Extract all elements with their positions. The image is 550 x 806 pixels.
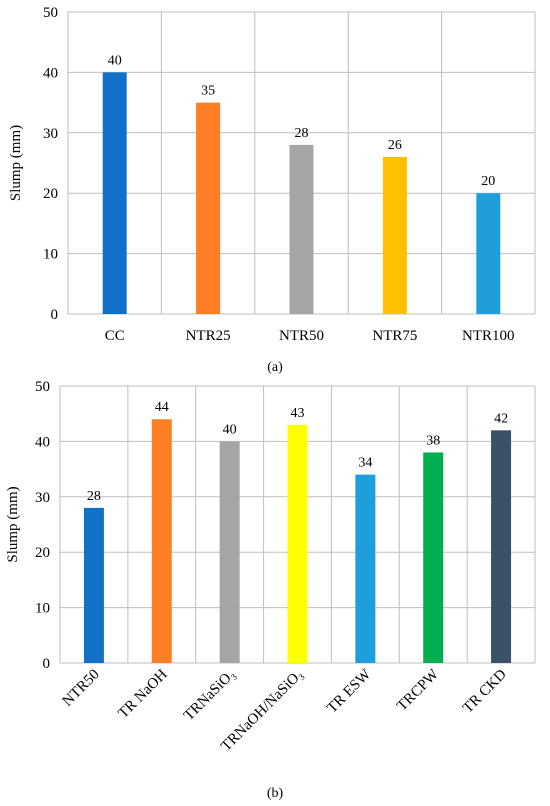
data-label: 44 <box>155 400 169 415</box>
x-tick-label: CC <box>105 328 125 344</box>
y-tick-label: 50 <box>43 5 58 21</box>
y-tick-label: 20 <box>43 186 58 202</box>
bar <box>476 193 501 314</box>
x-tick-label: NTR25 <box>186 328 231 344</box>
data-label: 20 <box>481 174 495 189</box>
y-tick-label: 50 <box>35 379 50 395</box>
data-label: 42 <box>494 411 508 426</box>
bar <box>196 102 221 314</box>
y-tick-label: 40 <box>35 434 50 450</box>
data-label: 38 <box>426 433 440 448</box>
caption-b: (b) <box>267 786 284 801</box>
x-tick-label: TR NaOH <box>115 666 170 721</box>
chart-a: 0 10 20 30 40 50 40 CC 35 NTR25 28 NTR50 26 NTR75 20 NT… <box>8 5 536 344</box>
bar <box>151 419 172 663</box>
bar <box>355 474 376 663</box>
y-tick-label: 10 <box>43 247 58 263</box>
data-label: 35 <box>201 84 215 99</box>
data-label: 28 <box>295 126 309 141</box>
x-tick-label: NTR50 <box>279 328 324 344</box>
y-tick-label: 40 <box>43 65 58 81</box>
data-label: 34 <box>358 456 372 471</box>
bar <box>491 430 512 663</box>
bar <box>287 424 308 663</box>
y-tick-label: 20 <box>35 545 50 561</box>
data-label: 26 <box>388 138 402 153</box>
x-tick-label: NTR100 <box>462 328 515 344</box>
y-tick-label: 30 <box>35 490 50 506</box>
chart-b: 0 10 20 30 40 50 28 NTR50 44 TR NaOH 40 TRNaSiO₃ 43 T… <box>5 379 536 755</box>
x-tick-label: TR ESW <box>324 666 375 717</box>
y-tick-label: 30 <box>43 126 58 142</box>
x-tick-label: TRNaSiO₃ <box>181 667 238 724</box>
caption-a: (a) <box>267 360 283 375</box>
x-tick-label: TR CKD <box>460 666 510 716</box>
data-label: 40 <box>108 53 122 68</box>
x-tick-label: TRCPW <box>394 666 442 714</box>
data-label: 43 <box>291 406 305 421</box>
x-tick-label: NTR50 <box>60 667 103 710</box>
data-label: 28 <box>87 489 101 504</box>
y-tick-label: 10 <box>35 601 50 617</box>
y-tick-label: 0 <box>43 656 51 672</box>
bar <box>83 507 104 663</box>
y-axis-label: Slump (mm) <box>8 125 24 201</box>
bar <box>219 441 240 663</box>
y-axis-label: Slump (mm) <box>5 486 21 562</box>
y-tick-label: 0 <box>51 307 59 323</box>
x-tick-label: NTR75 <box>372 328 417 344</box>
bar <box>102 72 127 315</box>
bar <box>289 144 314 314</box>
bar <box>382 156 407 314</box>
data-label: 40 <box>223 422 237 437</box>
bar <box>423 452 444 663</box>
